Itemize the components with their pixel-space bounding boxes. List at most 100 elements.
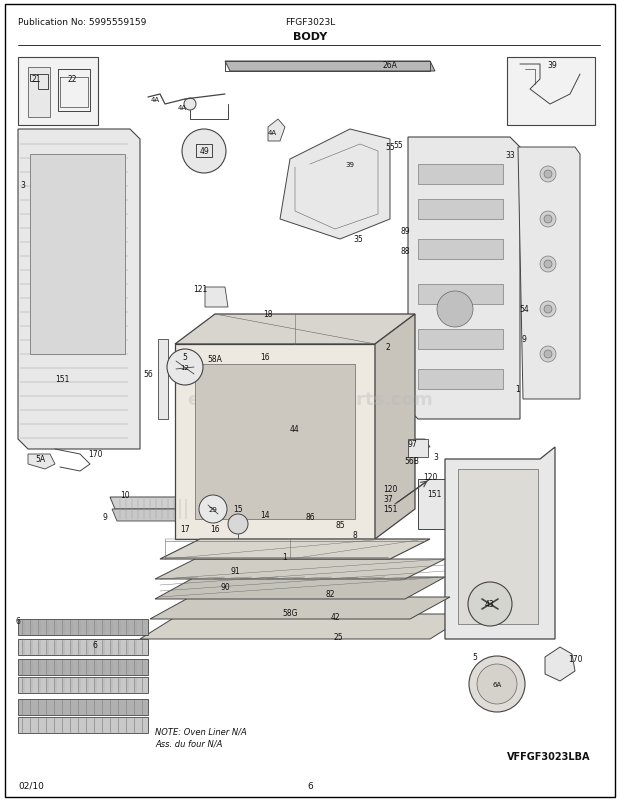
Bar	[418, 480, 473, 529]
Text: 5: 5	[472, 653, 477, 662]
Polygon shape	[18, 717, 148, 733]
Text: 89: 89	[400, 227, 410, 237]
Text: 170: 170	[88, 450, 102, 459]
Circle shape	[199, 496, 227, 524]
Text: BODY: BODY	[293, 32, 327, 42]
Bar	[418, 240, 503, 260]
Text: VFFGF3023LBA: VFFGF3023LBA	[507, 751, 590, 761]
Text: 58G: 58G	[282, 609, 298, 618]
Circle shape	[540, 302, 556, 318]
Text: 90: 90	[220, 583, 230, 592]
Polygon shape	[28, 455, 55, 469]
Polygon shape	[175, 345, 375, 539]
Text: 35: 35	[353, 235, 363, 244]
Polygon shape	[445, 448, 555, 639]
Circle shape	[540, 346, 556, 363]
Circle shape	[544, 261, 552, 269]
Bar	[18, 58, 98, 126]
Bar	[30, 155, 125, 354]
Circle shape	[540, 167, 556, 183]
Text: 02/10: 02/10	[18, 781, 44, 790]
Bar	[458, 469, 538, 624]
Text: FFGF3023L: FFGF3023L	[285, 18, 335, 27]
Text: 9: 9	[521, 335, 526, 344]
Polygon shape	[28, 68, 50, 118]
Text: 4A: 4A	[267, 130, 277, 136]
Text: 3: 3	[20, 180, 25, 189]
Polygon shape	[195, 365, 355, 520]
Text: 85: 85	[335, 520, 345, 529]
Polygon shape	[18, 699, 148, 715]
Text: 151: 151	[383, 505, 397, 514]
Text: 8: 8	[353, 530, 357, 539]
Text: 55: 55	[385, 144, 395, 152]
Text: 1: 1	[516, 385, 520, 394]
Text: 16: 16	[260, 353, 270, 362]
Text: 12: 12	[180, 365, 190, 371]
Text: 43: 43	[485, 600, 495, 609]
Text: 56: 56	[143, 370, 153, 379]
Circle shape	[540, 257, 556, 273]
Polygon shape	[268, 119, 285, 142]
Bar	[418, 330, 503, 350]
Bar	[418, 200, 503, 220]
Text: 42: 42	[330, 613, 340, 622]
Text: 97: 97	[407, 440, 417, 449]
Bar	[418, 164, 503, 184]
Polygon shape	[375, 314, 415, 539]
Text: 17: 17	[180, 525, 190, 534]
Polygon shape	[205, 288, 228, 308]
Text: 10: 10	[120, 491, 130, 500]
Text: 58A: 58A	[208, 355, 223, 364]
Text: 16: 16	[210, 525, 220, 534]
Text: 120: 120	[383, 485, 397, 494]
Polygon shape	[18, 619, 148, 635]
Bar	[418, 285, 503, 305]
Text: 22: 22	[67, 75, 77, 84]
Circle shape	[469, 656, 525, 712]
Polygon shape	[155, 559, 445, 579]
Text: 151: 151	[55, 375, 69, 384]
Text: 25: 25	[333, 633, 343, 642]
Polygon shape	[158, 339, 168, 419]
Text: 6A: 6A	[492, 681, 502, 687]
Text: 121: 121	[193, 286, 207, 294]
Circle shape	[544, 216, 552, 224]
Polygon shape	[18, 659, 148, 675]
Polygon shape	[18, 130, 140, 449]
Text: 6: 6	[92, 641, 97, 650]
Polygon shape	[160, 539, 430, 559]
Text: 37: 37	[383, 495, 393, 504]
Polygon shape	[408, 138, 520, 419]
Text: Ass. du four N/A: Ass. du four N/A	[155, 739, 223, 748]
Text: 4A: 4A	[177, 105, 187, 111]
Polygon shape	[225, 62, 435, 72]
Bar	[418, 370, 503, 390]
Polygon shape	[140, 614, 470, 639]
Circle shape	[540, 212, 556, 228]
Text: 88: 88	[401, 247, 410, 256]
Text: 86: 86	[305, 512, 315, 522]
Polygon shape	[110, 497, 200, 509]
Text: 2: 2	[386, 343, 391, 352]
Polygon shape	[18, 677, 148, 693]
Text: 1: 1	[283, 553, 288, 561]
Text: 29: 29	[208, 506, 218, 512]
Text: 14: 14	[260, 510, 270, 519]
Text: 44: 44	[290, 425, 300, 434]
Text: 82: 82	[326, 589, 335, 599]
Text: 9: 9	[102, 512, 107, 522]
Circle shape	[437, 292, 473, 327]
Polygon shape	[280, 130, 390, 240]
Text: 5A: 5A	[35, 455, 45, 464]
Polygon shape	[408, 439, 428, 457]
Text: NOTE: Oven Liner N/A: NOTE: Oven Liner N/A	[155, 727, 247, 736]
Text: 55: 55	[393, 140, 403, 149]
Text: 120: 120	[423, 473, 437, 482]
Text: 3: 3	[433, 453, 438, 462]
Text: Publication No: 5995559159: Publication No: 5995559159	[18, 18, 146, 27]
Polygon shape	[175, 314, 415, 345]
Circle shape	[544, 306, 552, 314]
Circle shape	[182, 130, 226, 174]
Text: 15: 15	[233, 505, 243, 514]
